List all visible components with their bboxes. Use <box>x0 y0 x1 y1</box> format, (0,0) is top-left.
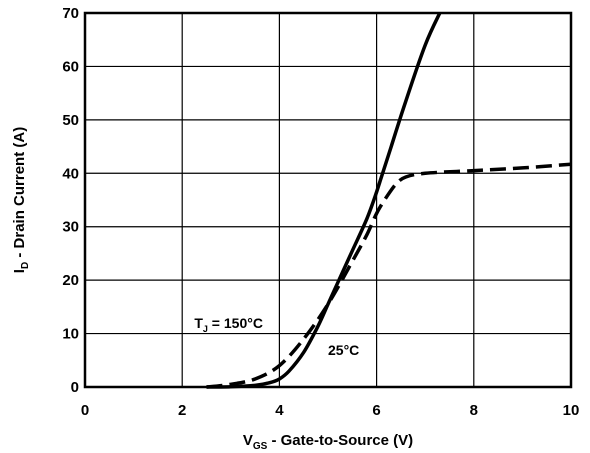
plot-frame <box>83 11 573 389</box>
y-tick-label: 40 <box>62 165 79 182</box>
x-tick-label: 6 <box>372 402 380 419</box>
y-tick-label: 30 <box>62 219 79 236</box>
annotation-tj-150c: TJ = 150°C <box>194 315 263 334</box>
x-tick-label: 4 <box>275 402 284 419</box>
x-axis-label: VGS - Gate-to-Source (V) <box>243 432 413 452</box>
y-tick-label: 60 <box>62 58 79 75</box>
y-tick-label: 0 <box>71 379 79 396</box>
grid <box>84 12 572 388</box>
y-tick-label: 50 <box>62 112 79 129</box>
series-line-dashed <box>206 162 572 389</box>
y-tick-label: 10 <box>62 326 79 343</box>
y-tick-label: 20 <box>62 272 79 289</box>
series-line-solid <box>206 12 442 389</box>
x-tick-label: 10 <box>563 402 580 419</box>
x-tick-label: 2 <box>178 402 186 419</box>
series-layer <box>206 12 572 389</box>
x-tick-label: 0 <box>81 402 89 419</box>
x-tick-labels: 0 2 4 6 8 10 <box>81 402 580 419</box>
annotation-25c: 25°C <box>328 342 359 358</box>
y-axis-label: ID - Drain Current (A) <box>11 127 31 273</box>
y-tick-labels: 0 10 20 30 40 50 60 70 <box>62 5 79 396</box>
y-tick-label: 70 <box>62 5 79 22</box>
x-tick-label: 8 <box>470 402 478 419</box>
